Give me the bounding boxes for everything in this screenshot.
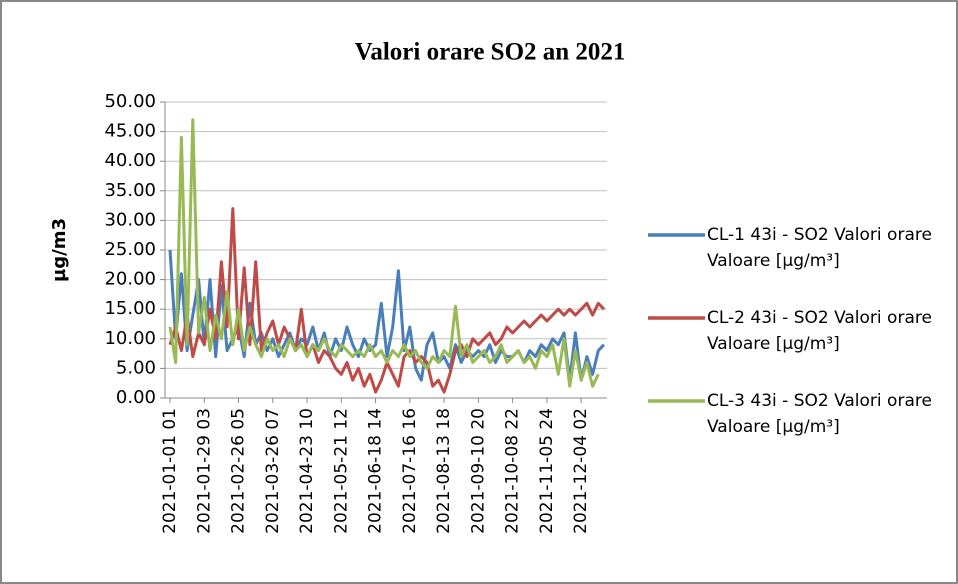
x-tick-label: 2021-08-13 18: [434, 408, 454, 534]
x-tick-label: 2021-07-16 16: [400, 408, 420, 534]
series-line: [168, 118, 600, 388]
y-tick-label: 35.00: [104, 180, 156, 201]
legend-label: CL-2 43i - SO2 Valori orare Valoare [µg/…: [707, 308, 932, 354]
y-tick-label: 50.00: [104, 91, 156, 112]
y-tick-label: 15.00: [104, 298, 156, 319]
x-tick-label: 2021-03-26 07: [263, 408, 283, 534]
legend-entry: CL-1 43i - SO2 Valori orare Valoare [µg/…: [707, 225, 932, 271]
y-tick-label: 0.00: [116, 387, 156, 408]
x-tick-label: 2021-09-10 20: [468, 408, 488, 534]
legend-label: CL-1 43i - SO2 Valori orare Valoare [µg/…: [707, 225, 932, 271]
y-axis-label: µg/m3: [49, 218, 70, 282]
x-tick-label: 2021-04-23 10: [297, 408, 317, 534]
x-tick-label: 2021-12-04 02: [571, 408, 591, 534]
y-tick-label: 25.00: [104, 239, 156, 260]
x-tick-label: 2021-06-18 14: [366, 408, 386, 534]
x-tick-label: 2021-11-05 24: [537, 408, 557, 534]
y-tick-label: 20.00: [104, 269, 156, 290]
y-tick-label: 30.00: [104, 209, 156, 230]
y-tick-label: 10.00: [104, 328, 156, 349]
x-tick-label: 2021-05-21 12: [331, 408, 351, 534]
x-tick-label: 2021-02-26 05: [229, 408, 249, 534]
y-tick-label: 5.00: [116, 357, 156, 378]
legend-entry: CL-2 43i - SO2 Valori orare Valoare [µg/…: [707, 308, 932, 354]
chart-title: Valori orare SO2 an 2021: [355, 39, 626, 66]
legend-label: CL-3 43i - SO2 Valori orare Valoare [µg/…: [707, 391, 932, 437]
x-tick-label: 2021-01-01 01: [160, 408, 180, 534]
x-tick-label: 2021-01-29 03: [194, 408, 214, 534]
y-tick-label: 40.00: [104, 150, 156, 171]
x-tick-label: 2021-10-08 22: [503, 408, 523, 534]
legend-entry: CL-3 43i - SO2 Valori orare Valoare [µg/…: [707, 391, 932, 437]
y-tick-label: 45.00: [104, 121, 156, 142]
